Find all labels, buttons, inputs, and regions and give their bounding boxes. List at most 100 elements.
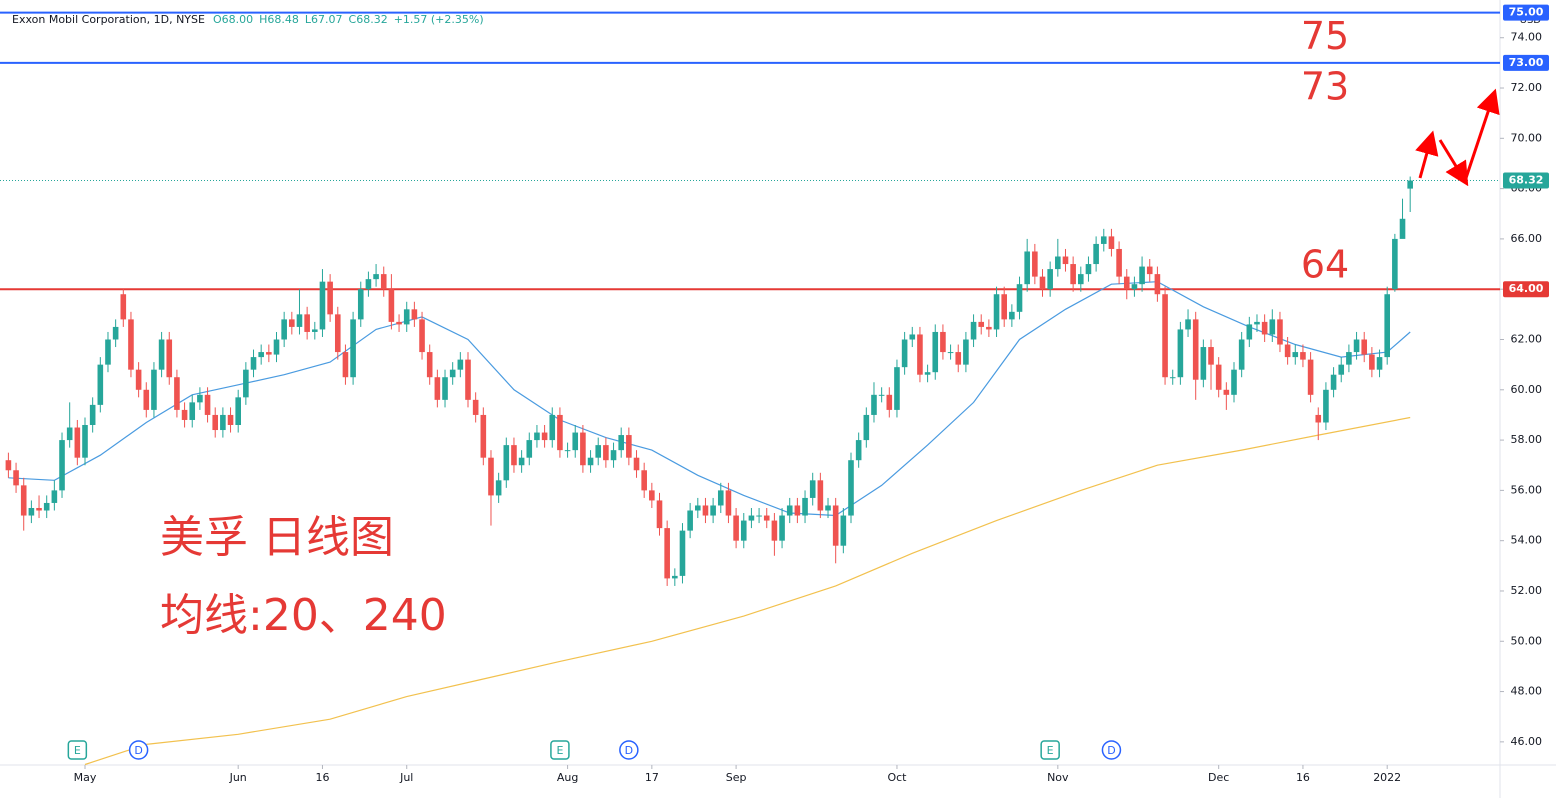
annotation: 均线:20、240 <box>160 590 447 641</box>
price-tag-label: 64.00 <box>1509 282 1544 295</box>
candle-body <box>373 274 379 280</box>
candle-body <box>442 377 448 400</box>
candle-body <box>97 364 104 405</box>
event-marker <box>619 740 639 760</box>
candle-body <box>20 485 27 516</box>
candle-body <box>702 505 709 516</box>
candle-body <box>526 440 533 458</box>
candle-body <box>1307 359 1314 395</box>
price-tag-label: 75.00 <box>1509 6 1544 19</box>
candle-body <box>756 515 762 517</box>
candle-body <box>549 414 556 441</box>
candle-body <box>120 294 127 320</box>
x-tick-label: 2022 <box>1373 771 1401 784</box>
candle-body <box>894 367 900 410</box>
header: Exxon Mobil Corporation, 1D, NYSE O68.00… <box>12 13 484 26</box>
candle-body <box>587 457 594 466</box>
candle-body <box>319 281 326 330</box>
x-tick-label: May <box>74 771 97 784</box>
candle-body <box>434 377 441 400</box>
event-label: D <box>1107 744 1115 757</box>
candle-body <box>1392 238 1398 290</box>
x-tick-label: Jul <box>399 771 413 784</box>
candle-body <box>1208 347 1214 365</box>
candle-body <box>273 339 280 355</box>
candle-body <box>557 414 563 451</box>
candle-body <box>212 414 219 431</box>
x-tick-label: 16 <box>315 771 329 784</box>
candle-body <box>679 530 686 576</box>
candle-body <box>1070 264 1076 285</box>
header-value: +1.57 (+2.35%) <box>394 13 484 26</box>
candle-body <box>1292 352 1299 358</box>
y-tick-label: 66.00 <box>1511 232 1543 245</box>
y-tick-label: 50.00 <box>1511 634 1543 647</box>
candle-body <box>51 490 58 503</box>
candle-body <box>1108 236 1115 249</box>
candle-body <box>1062 256 1069 265</box>
candle-body <box>541 432 548 441</box>
y-tick-label: 72.00 <box>1511 81 1543 94</box>
x-tick-label: Sep <box>726 771 747 784</box>
candle-body <box>603 445 609 461</box>
candle-body <box>656 500 663 529</box>
candle-body <box>1300 352 1306 360</box>
candle-body <box>1039 276 1046 290</box>
candle-body <box>1407 180 1413 189</box>
moving-average <box>84 416 1411 766</box>
candle-body <box>1192 319 1199 380</box>
candle-body <box>1223 389 1230 395</box>
candle-body <box>848 460 854 516</box>
candle-body <box>266 352 272 355</box>
x-tick-label: Dec <box>1208 771 1229 784</box>
candle-body <box>1169 377 1176 379</box>
candle-body <box>289 319 295 327</box>
candle-body <box>1231 369 1237 395</box>
candle-body <box>871 394 877 415</box>
arrow <box>1415 130 1439 179</box>
arrows <box>1415 88 1500 187</box>
candle-body <box>917 334 923 375</box>
candle-body <box>1254 321 1260 325</box>
candle-body <box>963 339 969 365</box>
candle-body <box>518 457 525 466</box>
candle-body <box>227 414 234 425</box>
y-tick-label: 58.00 <box>1511 433 1543 446</box>
candle-body <box>595 445 602 458</box>
x-tick-label: 17 <box>645 771 659 784</box>
candle-body <box>855 440 862 461</box>
candle-body <box>978 321 985 327</box>
candle-body <box>733 515 739 541</box>
candle-body <box>380 274 387 290</box>
candle-body <box>1323 389 1329 423</box>
candle-body <box>825 505 831 511</box>
candle-body <box>1100 236 1107 244</box>
x-tick-label: Oct <box>887 771 907 784</box>
x-tick-label: Jun <box>229 771 247 784</box>
candle-body <box>779 515 785 541</box>
header-value: H68.48 <box>259 13 299 26</box>
plot-area <box>0 11 1500 766</box>
candle-body <box>128 319 134 370</box>
candle-body <box>1376 357 1383 370</box>
candle-body <box>710 505 716 516</box>
candle-body <box>472 399 479 415</box>
candle-body <box>365 279 372 290</box>
candle-body <box>82 425 88 458</box>
event-label: D <box>134 744 142 757</box>
candle-body <box>947 352 954 354</box>
candle-body <box>465 359 471 400</box>
y-tick-label: 48.00 <box>1511 685 1543 698</box>
arrow <box>1464 88 1500 179</box>
candle-body <box>457 359 464 370</box>
candle-body <box>1116 248 1122 277</box>
candle-body <box>786 505 793 516</box>
candle-body <box>334 314 341 353</box>
candle-body <box>1361 339 1368 355</box>
candle-body <box>1384 294 1390 358</box>
candle-body <box>342 352 349 378</box>
candle-body <box>932 331 939 373</box>
candle-body <box>626 435 632 458</box>
candle-body <box>511 445 517 466</box>
